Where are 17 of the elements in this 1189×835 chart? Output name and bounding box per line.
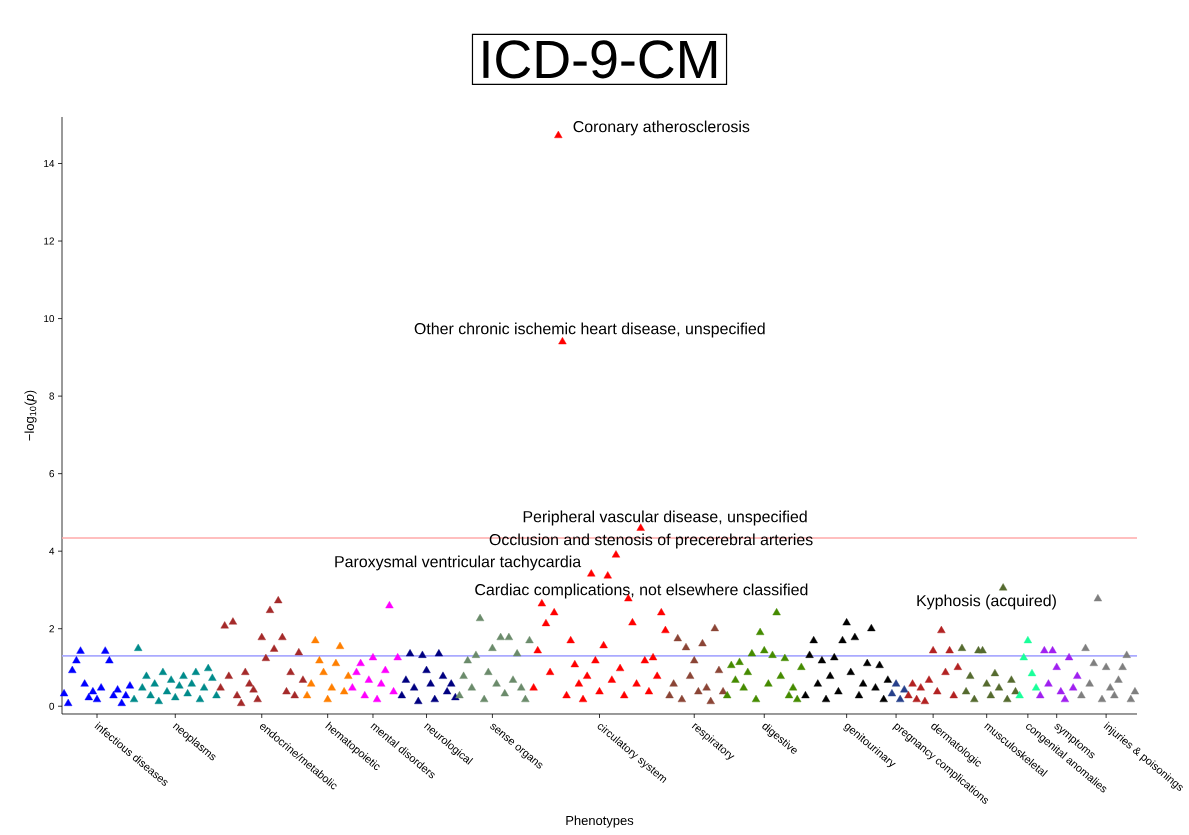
y-tick-label: 2 — [49, 625, 54, 633]
annotation: Occlusion and stenosis of precerebral arteries — [489, 533, 813, 549]
chart-title: ICD-9-CM — [483, 40, 717, 79]
annotation: Peripheral vascular disease, unspecified — [523, 510, 807, 526]
annotation: Kyphosis (acquired) — [917, 594, 1056, 610]
y-tick-label: 14 — [44, 160, 55, 167]
x-axis-title: Phenotypes — [566, 815, 634, 828]
y-tick-label: 10 — [44, 315, 55, 323]
y-tick-label: 8 — [49, 392, 55, 400]
annotation: Cardiac complications, not elsewhere classified — [475, 583, 808, 599]
annotation: Other chronic ischemic heart disease, unspecified — [414, 322, 765, 338]
y-tick-label: 12 — [44, 237, 54, 245]
annotation: Paroxysmal ventricular tachycardia — [335, 555, 582, 571]
y-tick-label: 0 — [49, 702, 55, 710]
annotation: Coronary atherosclerosis — [573, 120, 750, 136]
y-tick-label: 4 — [49, 547, 55, 555]
y-tick-label: 6 — [49, 470, 55, 478]
